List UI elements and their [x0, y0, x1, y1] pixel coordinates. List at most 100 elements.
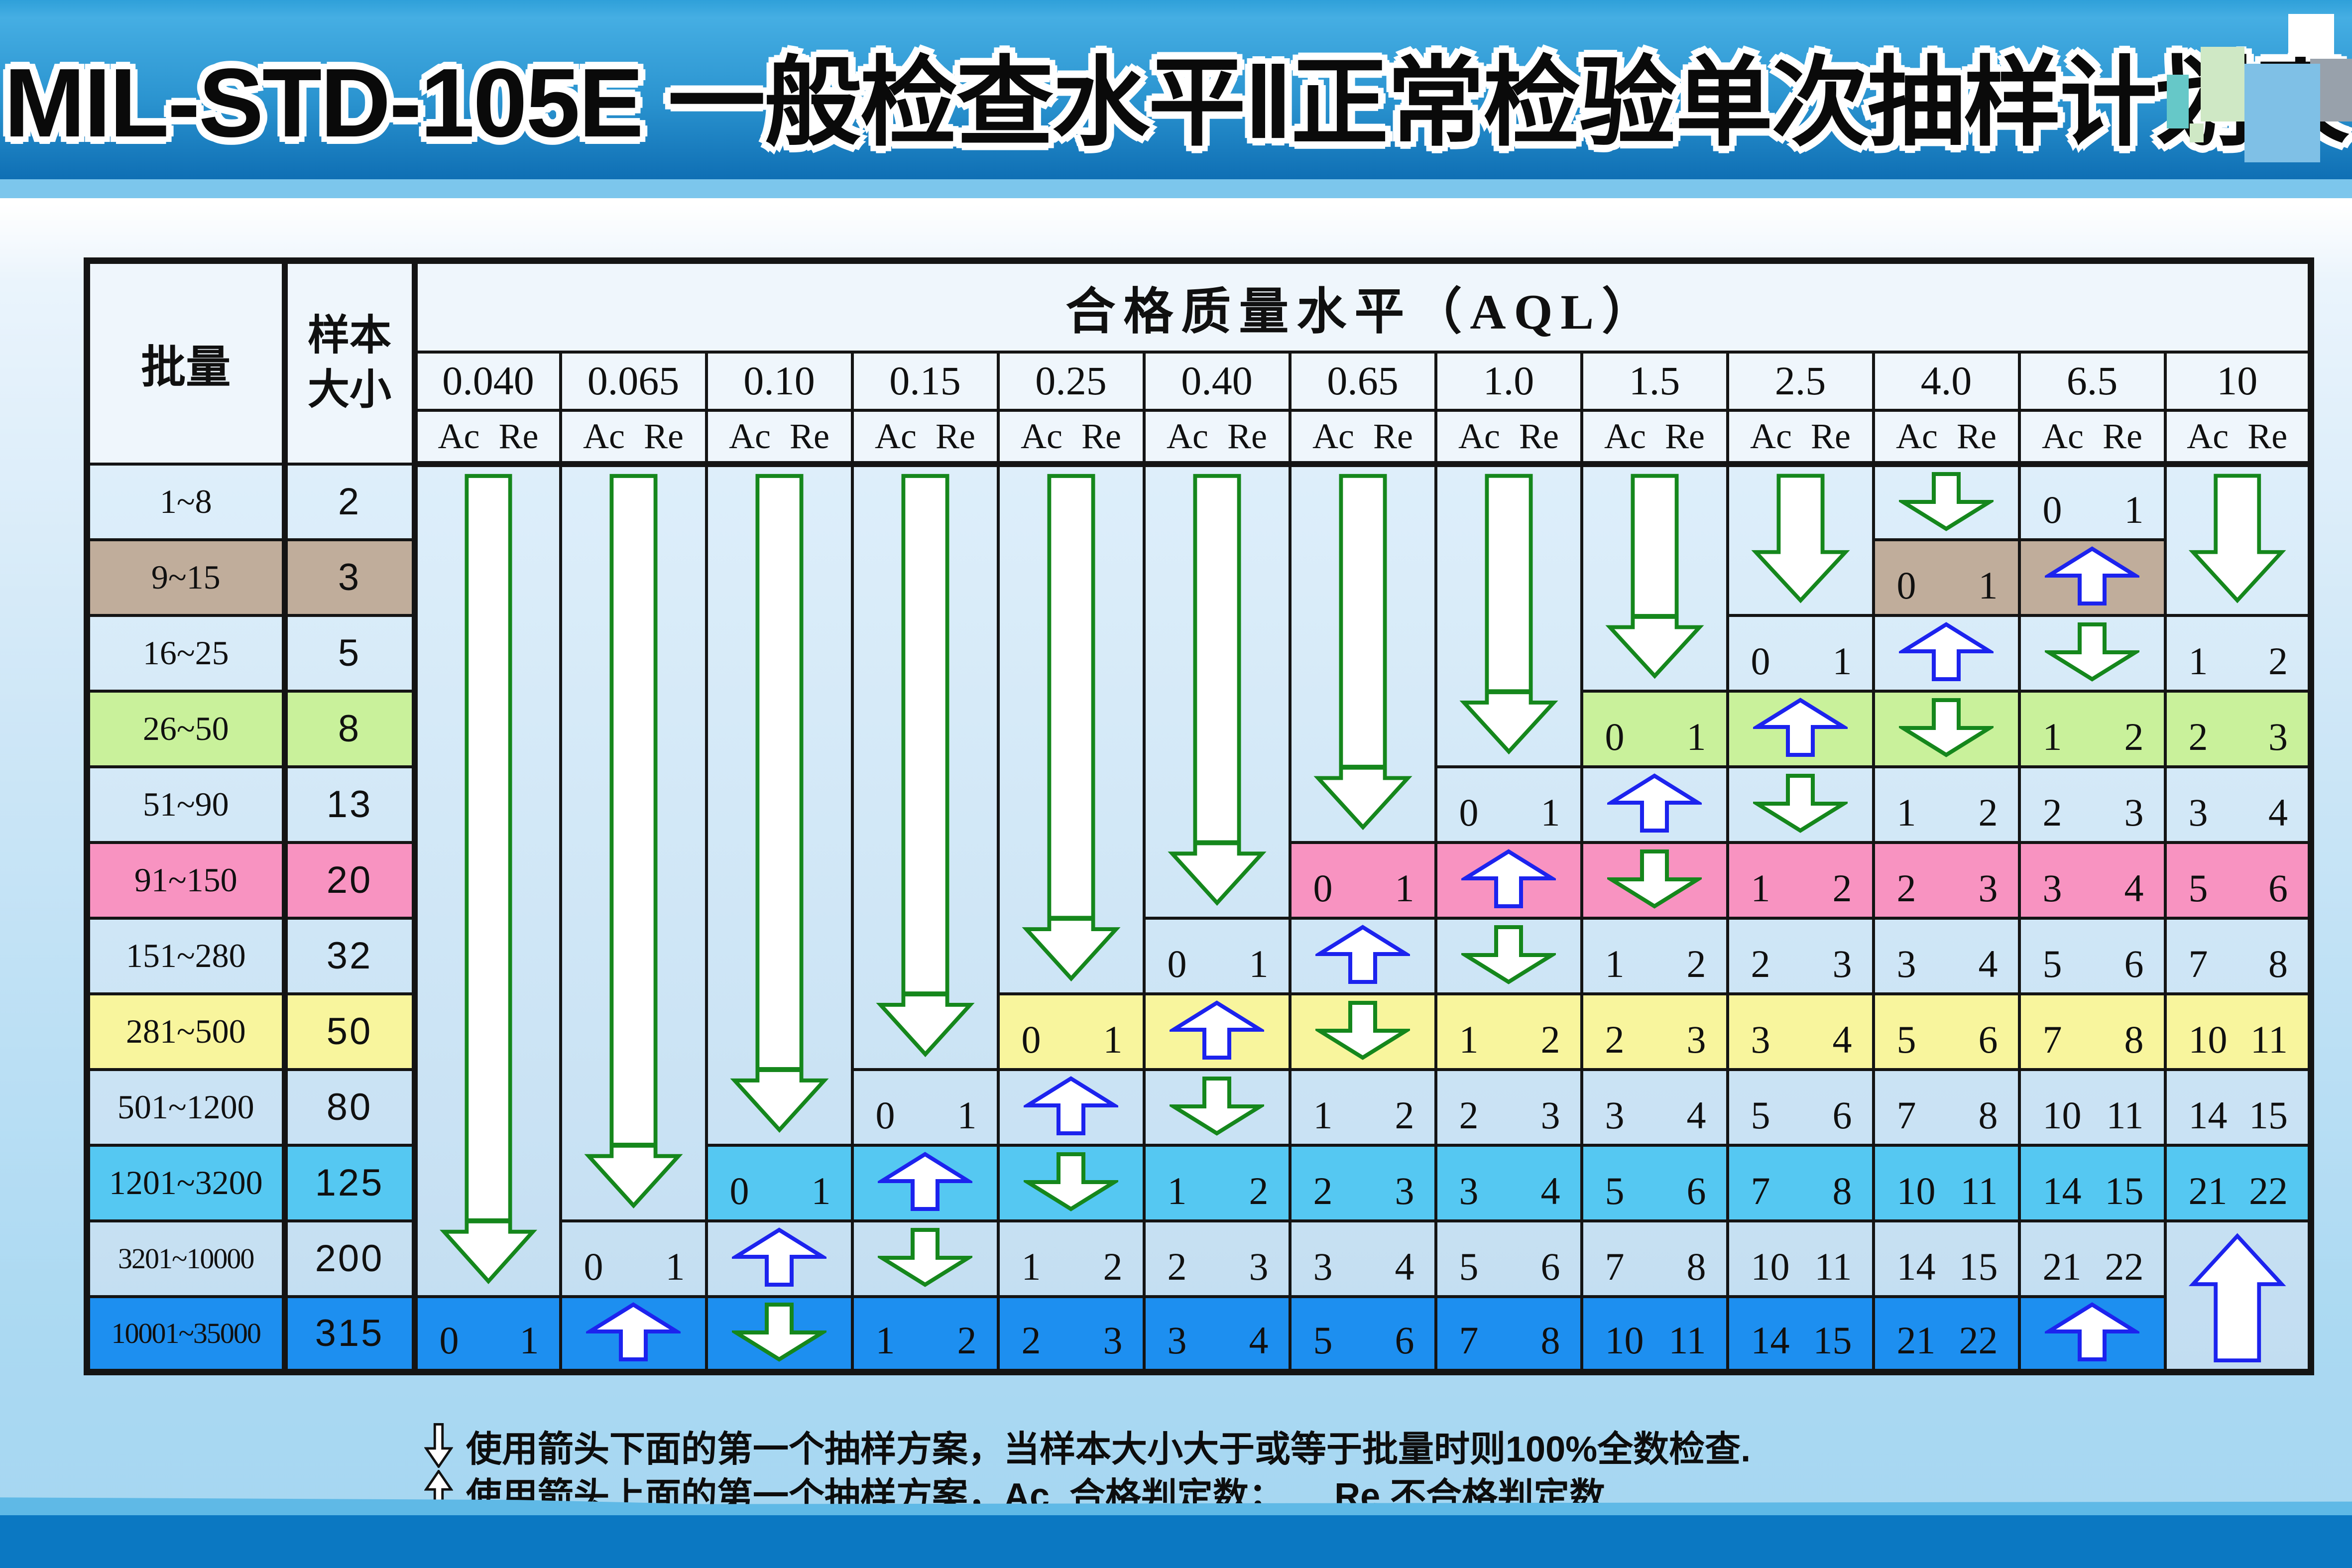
ac-value: 5 [1751, 1093, 1770, 1137]
lot-range-51~90: 51~90 [85, 765, 288, 844]
ac-value: 1 [1605, 942, 1625, 985]
re-value: 8 [2268, 942, 2288, 985]
plan-cell: 10 11 [2017, 1068, 2167, 1147]
down-arrow-icon [1750, 774, 1851, 833]
arrow-strip-cell [2163, 462, 2313, 617]
down-arrow-icon [2041, 622, 2143, 682]
re-value: 1 [519, 1319, 539, 1362]
acre-header: Ac Re [2163, 408, 2313, 467]
ac-value: 21 [2188, 1169, 2228, 1212]
re-value: 6 [1832, 1093, 1852, 1137]
down-arrow-icon [1458, 925, 1559, 984]
cell-up-arrow [2017, 538, 2167, 617]
up-arrow-icon [1458, 849, 1559, 908]
cell-down-arrow [1580, 841, 1729, 920]
ac-value: 3 [1751, 1017, 1770, 1061]
plan-cell: 10 11 [1580, 1295, 1729, 1374]
lot-range-501~1200: 501~1200 [85, 1068, 288, 1147]
lot-range-1~8: 1~8 [85, 462, 288, 541]
re-value: 1 [1395, 866, 1414, 910]
re-value: 11 [1960, 1169, 1998, 1212]
banner-bottom-strip [0, 179, 2352, 198]
cell-up-arrow [850, 1143, 1000, 1222]
down-arrow-icon [1166, 1077, 1268, 1136]
sample-size-8: 8 [283, 689, 418, 768]
ac-value: 0 [439, 1319, 459, 1362]
aql-value-2.5: 2.5 [1726, 350, 1875, 412]
ac-value: 3 [2042, 866, 2062, 910]
arrow-strip-cell [1142, 462, 1292, 920]
re-value: 4 [2268, 790, 2288, 834]
up-arrow-icon [2041, 546, 2143, 605]
ac-value: 0 [875, 1093, 895, 1137]
page-title: MIL-STD-105E 一般检查水平Ⅱ正常检验单次抽样计划表 [4, 48, 2350, 157]
ac-value: 10 [1751, 1244, 1790, 1288]
re-value: 6 [1540, 1244, 1560, 1288]
ac-value: 3 [1459, 1169, 1479, 1212]
cell-down-arrow [1288, 992, 1437, 1071]
arrow-strip-cell [1434, 462, 1583, 768]
cell-up-arrow [1434, 841, 1583, 920]
acre-header: Ac Re [413, 408, 562, 467]
re-value: 4 [1540, 1169, 1560, 1212]
re-value: 4 [2124, 866, 2144, 910]
ac-value: 14 [2042, 1169, 2082, 1212]
ac-value: 0 [584, 1244, 603, 1288]
down-arrow-strip-icon [875, 474, 975, 1057]
ac-value: 3 [2188, 790, 2208, 834]
re-value: 4 [1395, 1244, 1414, 1288]
ac-value: 0 [1459, 790, 1479, 834]
acre-header: Ac Re [1726, 408, 1875, 467]
aql-value-0.25: 0.25 [996, 350, 1146, 412]
re-value: 11 [2250, 1017, 2288, 1061]
aql-value-0.065: 0.065 [559, 350, 708, 412]
ac-value: 7 [1896, 1093, 1916, 1137]
down-arrow-strip-icon [439, 474, 537, 1284]
sample-size-2: 2 [283, 462, 418, 541]
re-value: 3 [1832, 942, 1852, 985]
arrow-strip-cell [413, 462, 562, 1298]
aql-value-1.0: 1.0 [1434, 350, 1583, 412]
ac-value: 1 [2042, 715, 2062, 758]
down-arrow-strip-icon [1605, 474, 1704, 679]
decor-square [2201, 47, 2244, 121]
decor-square [2190, 123, 2204, 142]
plan-cell: 14 15 [1726, 1295, 1875, 1374]
cell-down-arrow [1872, 689, 2021, 768]
ac-value: 0 [729, 1169, 749, 1212]
re-value: 2 [2124, 715, 2144, 758]
cell-up-arrow [996, 1068, 1146, 1147]
re-value: 1 [957, 1093, 977, 1137]
down-arrow-icon [1895, 472, 1997, 531]
re-value: 2 [1395, 1093, 1414, 1137]
aql-value-0.65: 0.65 [1288, 350, 1437, 412]
ac-value: 1 [1313, 1093, 1333, 1137]
down-arrow-icon [1312, 1001, 1413, 1060]
re-value: 6 [1395, 1319, 1414, 1362]
down-arrow-icon [874, 1228, 976, 1287]
arrow-strip-cell [1288, 462, 1437, 844]
plan-cell: 21 22 [2163, 1143, 2313, 1222]
re-value: 1 [1832, 639, 1852, 683]
re-value: 3 [2124, 790, 2144, 834]
cell-up-arrow [1142, 992, 1292, 1071]
sample-size-200: 200 [283, 1219, 418, 1298]
